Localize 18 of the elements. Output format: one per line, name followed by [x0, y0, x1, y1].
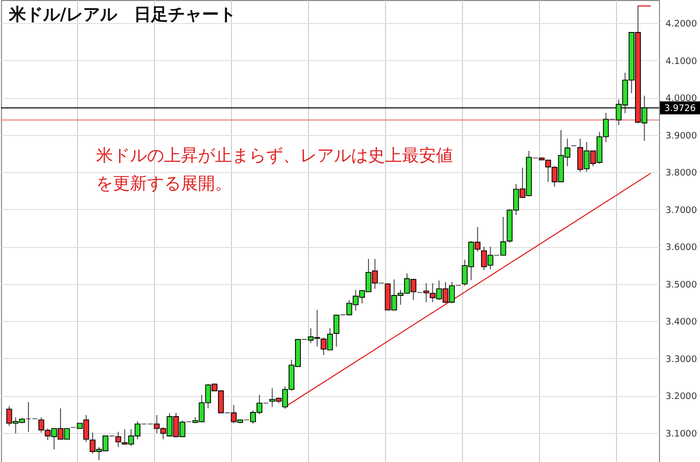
chart-title: 米ドル/レアル 日足チャート: [8, 5, 236, 25]
y-tick-label: 3.9000: [666, 131, 698, 142]
y-tick-label: 4.0000: [666, 94, 698, 104]
y-tick-label: 3.1000: [666, 429, 698, 440]
y-tick-label: 4.2000: [666, 20, 698, 30]
candlestick: [500, 216, 506, 256]
y-tick-label: 3.2000: [666, 392, 698, 402]
ref-line-label: 3.9726: [664, 104, 696, 114]
y-tick-label: 3.4000: [666, 318, 698, 328]
annotation: 米ドルの上昇が止まらず、レアルは史上最安値を更新する展開。: [96, 146, 453, 194]
candlestick: [423, 282, 430, 303]
y-tick-label: 3.5000: [666, 280, 698, 290]
y-tick-label: 3.8000: [666, 168, 698, 179]
y-tick-label: 4.1000: [666, 56, 698, 67]
y-tick-label: 3.7000: [666, 206, 698, 216]
y-tick-label: 3.3000: [666, 354, 698, 365]
y-tick-label: 3.6000: [666, 243, 698, 254]
candlestick: [334, 314, 340, 347]
